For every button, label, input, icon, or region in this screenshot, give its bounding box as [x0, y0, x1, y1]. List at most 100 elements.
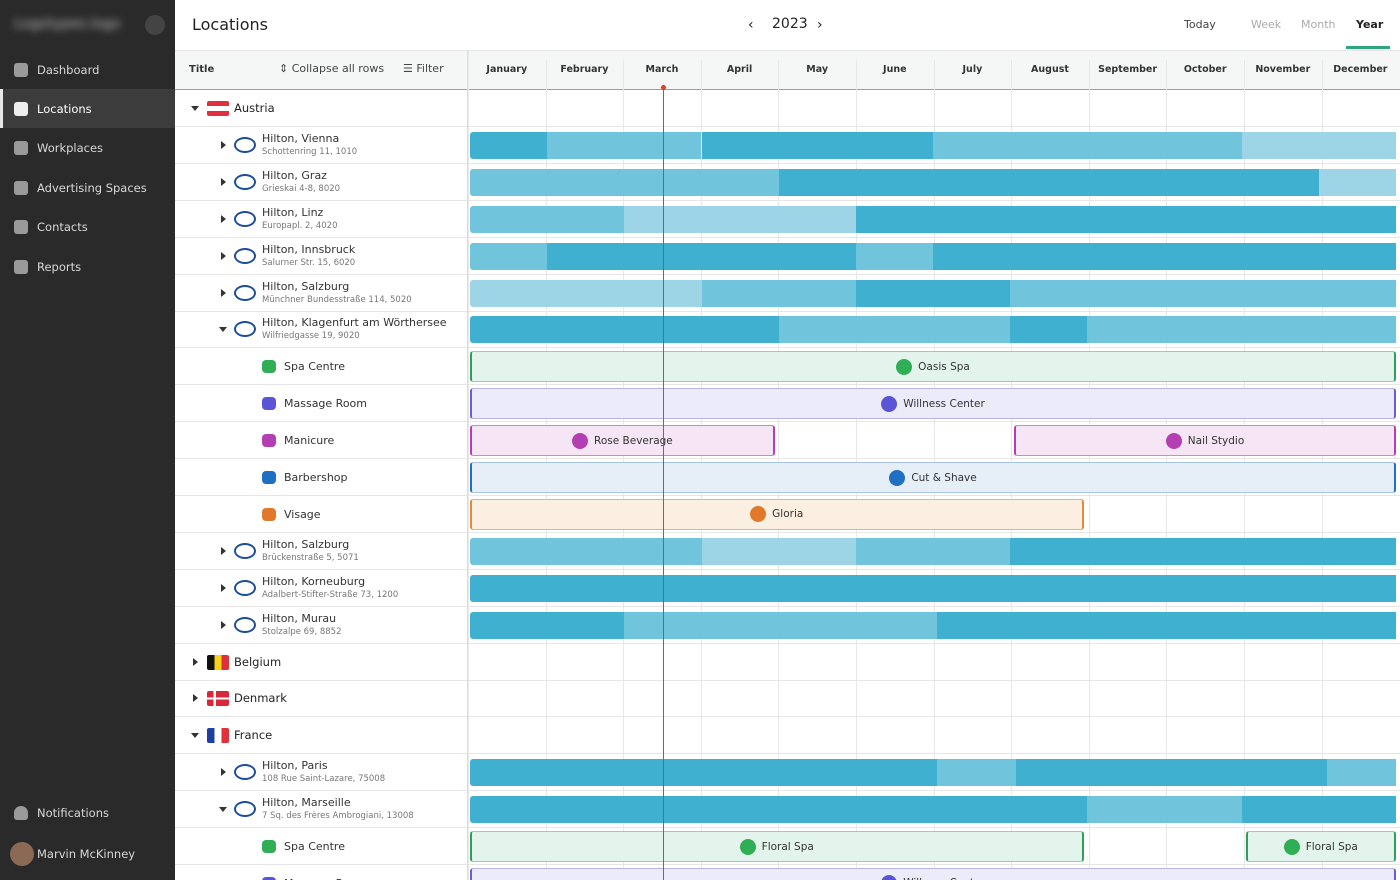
nav-item[interactable]: Advertising Spaces [0, 168, 175, 207]
hotel-address: Wilfriedgasse 19, 9020 [262, 331, 360, 342]
expand-toggle[interactable] [221, 768, 226, 777]
hotel-name: Hilton, Murau [262, 611, 337, 625]
expand-toggle[interactable] [221, 140, 226, 149]
row[interactable]: Hilton, Marseille 7 Sq. des Frères Ambrog… [175, 791, 1400, 829]
expand-toggle[interactable] [193, 694, 198, 703]
hotel-logo [234, 801, 256, 818]
collapse-sidebar[interactable] [145, 15, 165, 35]
nav-item[interactable]: Reports [0, 247, 175, 286]
page-title: Locations [192, 15, 269, 34]
view-option[interactable]: Month [1301, 18, 1336, 31]
month-label: February [560, 64, 609, 75]
booking[interactable]: Rose Beverage [470, 425, 775, 457]
expand-toggle[interactable] [221, 288, 226, 297]
occupancy-segment [933, 131, 1242, 159]
view-option[interactable]: Year [1356, 18, 1384, 31]
row[interactable]: Hilton, Paris 108 Rue Saint-Lazare, 75008 [175, 754, 1400, 792]
hotel-address: Stolzalpe 69, 8852 [262, 626, 342, 637]
occupancy-segment [701, 537, 856, 565]
view-option[interactable]: Week [1251, 18, 1282, 31]
expand-toggle[interactable] [221, 620, 226, 629]
hotel-logo [234, 210, 256, 227]
nav-label: Workplaces [37, 141, 104, 156]
month-label: October [1183, 64, 1227, 75]
hotel-address: Münchner Bundesstraße 114, 5020 [262, 294, 412, 305]
row[interactable]: Hilton, Murau Stolzalpe 69, 8852 [175, 607, 1400, 644]
booking[interactable]: Willness Center [470, 867, 1397, 880]
expand-toggle[interactable] [191, 733, 199, 739]
nav-notifications[interactable]: Notifications [0, 793, 175, 832]
occupancy-segment [778, 168, 1319, 196]
filter[interactable]: ☰ Filter [403, 62, 444, 75]
hotel-logo [234, 284, 256, 301]
next-year[interactable]: › [817, 17, 823, 33]
hotel-address: Salurner Str. 15, 6020 [262, 257, 356, 268]
booking[interactable]: Floral Spa [470, 831, 1084, 862]
expand-toggle[interactable] [219, 327, 227, 333]
row[interactable]: Hilton, Salzburg Brückenstraße 5, 5071 [175, 533, 1400, 570]
expand-toggle[interactable] [193, 657, 198, 666]
space-name: Massage Room [284, 397, 368, 411]
expand-toggle[interactable] [191, 106, 199, 111]
nav-item[interactable]: Contacts [0, 208, 175, 247]
booking[interactable]: Cut & Shave [470, 462, 1397, 493]
row[interactable]: Massage Room Willness Center [175, 865, 1400, 880]
nav-item[interactable]: Dashboard [0, 50, 175, 89]
month-label: March [645, 64, 679, 75]
nav-item[interactable]: Locations [0, 89, 175, 129]
flag [207, 101, 229, 116]
occupancy-segment [1010, 279, 1397, 307]
month-divider [468, 50, 469, 880]
expand-toggle[interactable] [221, 214, 226, 223]
row[interactable]: Spa Centre Floral Spa Floral Spa [175, 828, 1400, 865]
row[interactable]: Barbershop Cut & Shave [175, 459, 1400, 496]
booking[interactable]: Nail Stydio [1014, 425, 1397, 457]
main: Locations ‹ 2023 › Today Week Month Year Ti… [175, 0, 1400, 880]
user[interactable]: Marvin McKinney [0, 834, 175, 873]
nav-label: Reports [37, 259, 82, 274]
occupancy-segment [1241, 796, 1397, 824]
occupancy-segment [1326, 759, 1397, 787]
booking[interactable]: Oasis Spa [470, 351, 1397, 383]
row[interactable]: Hilton, Klagenfurt am Wörthersee Wilfried… [175, 311, 1400, 349]
row[interactable]: Hilton, Vienna Schottenring 11, 1010 [175, 127, 1400, 164]
booking-name: Willness Center [903, 397, 985, 410]
expand-toggle[interactable] [221, 251, 226, 260]
hotel-address: 7 Sq. des Frères Ambrogiani, 13008 [262, 811, 414, 822]
row[interactable]: France [175, 717, 1400, 755]
row[interactable]: Belgium [175, 644, 1400, 681]
space-icon [262, 840, 276, 853]
nav-item[interactable]: Workplaces [0, 129, 175, 168]
expand-toggle[interactable] [219, 807, 227, 813]
month-label: June [883, 64, 907, 75]
occupancy-segment [624, 611, 937, 639]
prev-year[interactable]: ‹ [748, 17, 754, 33]
row[interactable]: Hilton, Linz Europapl. 2, 4020 [175, 201, 1400, 238]
row[interactable]: Massage Room Willness Center [175, 385, 1400, 423]
booking[interactable]: Floral Spa [1245, 831, 1397, 862]
row[interactable]: Hilton, Innsbruck Salurner Str. 15, 6020 [175, 238, 1400, 275]
row[interactable]: Spa Centre Oasis Spa [175, 348, 1400, 386]
row[interactable]: Hilton, Salzburg Münchner Bundesstraße 11… [175, 275, 1400, 312]
expand-toggle[interactable] [221, 177, 226, 186]
country-name: Denmark [234, 691, 287, 706]
booking[interactable]: Gloria [470, 498, 1084, 530]
nav-label: Locations [37, 101, 92, 116]
hotel-name: Hilton, Korneuburg [262, 574, 366, 588]
row[interactable]: Visage Gloria [175, 496, 1400, 533]
hotel-address: Grieskai 4-8, 8020 [262, 183, 341, 194]
booking-logo [896, 358, 913, 375]
row[interactable]: Hilton, Graz Grieskai 4-8, 8020 [175, 164, 1400, 201]
hotel-name: Hilton, Graz [262, 168, 327, 182]
collapse-all[interactable]: ⇕ Collapse all rows [279, 62, 385, 75]
view-option[interactable]: Today [1184, 18, 1216, 31]
row[interactable]: Denmark [175, 680, 1400, 718]
row[interactable]: Manicure Rose Beverage Nail Stydio [175, 422, 1400, 460]
expand-toggle[interactable] [221, 546, 226, 555]
row[interactable]: Austria [175, 90, 1400, 127]
booking[interactable]: Willness Center [470, 388, 1397, 420]
expand-toggle[interactable] [221, 583, 226, 592]
occupancy-segment [855, 279, 1011, 307]
row[interactable]: Hilton, Korneuburg Adalbert-Stifter-Straß… [175, 570, 1400, 607]
title-column: Title [189, 64, 215, 75]
